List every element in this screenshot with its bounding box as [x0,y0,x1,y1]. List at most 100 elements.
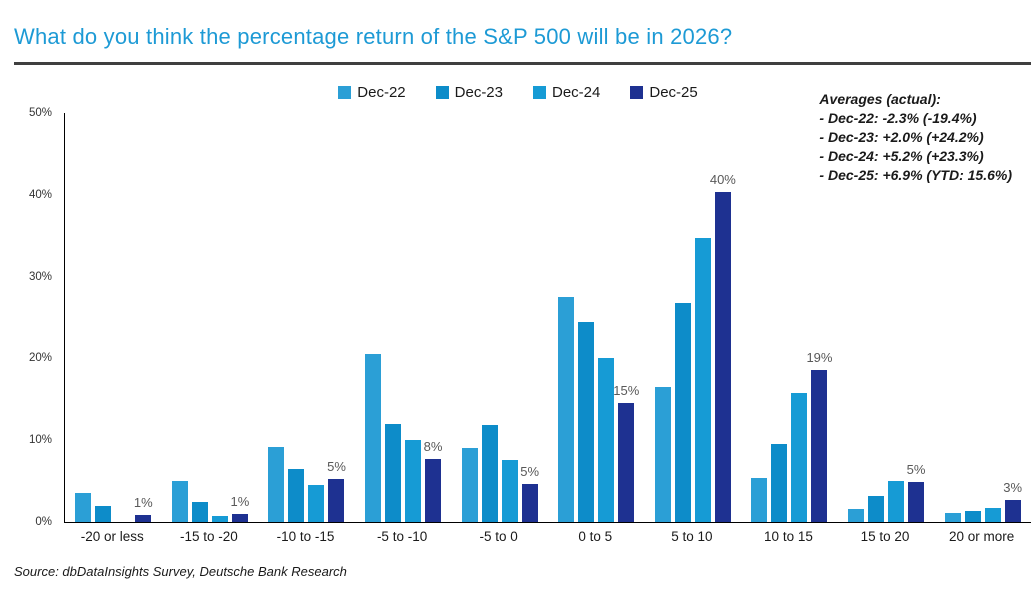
legend-item-dec-25: Dec-25 [630,84,698,101]
bar-group-5: 15% [548,113,645,522]
bar-dec-23-6 [674,302,691,522]
bar-value-label: 5% [520,464,540,480]
x-axis-label: 10 to 15 [764,529,813,544]
x-axis-label: -5 to 0 [479,529,518,544]
bar-dec-25-2: 5% [327,459,346,522]
bar-dec-25-0: 1% [134,495,153,522]
bar-dec-25-6: 40% [710,172,736,522]
bar-dec-23-3 [385,423,402,522]
y-tick-label: 40% [28,188,52,201]
bar-group-7: 19% [741,113,838,522]
bar-dec-22-7 [751,477,768,522]
x-axis-label: 5 to 10 [671,529,713,544]
bar-dec-22-9 [944,513,961,522]
bar-group-8: 5% [838,113,935,522]
averages-line: - Dec-23: +2.0% (+24.2%) [819,129,984,145]
legend-label: Dec-22 [357,84,406,101]
bar-group-9: 3% [934,113,1031,522]
bar-dec-23-5 [578,322,595,522]
bar-dec-24-1 [211,516,228,522]
bar-group-2: 5% [258,113,355,522]
bar-dec-25-9: 3% [1003,480,1022,522]
bar-dec-24-9 [984,508,1001,522]
y-tick-label: 10% [28,434,52,447]
bar-dec-25-1: 1% [230,494,249,522]
legend-item-dec-22: Dec-22 [338,84,406,101]
source-note: Source: dbDataInsights Survey, Deutsche … [14,564,347,579]
bar-value-label: 1% [133,495,153,511]
bar-dec-22-2 [268,446,285,522]
bar-value-label: 15% [613,383,640,399]
bar-dec-24-7 [791,392,808,522]
legend-swatch-icon [435,86,449,99]
title-divider [14,62,1031,65]
x-axis-label: -20 or less [80,529,144,544]
bar-dec-22-8 [848,508,865,522]
bar-value-label: 5% [906,461,926,477]
y-tick-label: 50% [28,107,52,119]
bar-dec-23-2 [288,468,305,522]
averages-line: - Dec-22: -2.3% (-19.4%) [819,110,977,126]
y-tick-label: 30% [28,270,52,283]
legend-swatch-icon [533,86,546,99]
averages-heading: Averages (actual): [819,91,941,107]
bar-value-label: 19% [806,349,833,365]
bar-dec-25-4: 5% [520,464,539,522]
averages-line: - Dec-25: +6.9% (YTD: 15.6%) [819,167,1012,183]
bar-value-label: 3% [1003,479,1023,495]
bar-dec-22-4 [461,448,478,522]
x-axis-label: 0 to 5 [578,529,613,544]
bar-group-4: 5% [451,113,548,522]
bar-dec-23-7 [771,444,788,522]
x-axis-label: -5 to -10 [376,529,428,544]
legend-label: Dec-25 [649,84,698,101]
bar-chart-plot-area: 1% 1% 5% 8% 5% 15% 40% 19% 5% 3% [64,113,1031,523]
bar-dec-24-6 [694,238,711,522]
x-axis-label: 15 to 20 [860,529,910,544]
bar-group-1: 1% [162,113,259,522]
bar-dec-25-8: 5% [907,462,925,522]
bar-value-label: 40% [709,172,736,188]
legend-label: Dec-23 [454,84,503,101]
page-title: What do you think the percentage return … [14,24,733,49]
chart-legend: Dec-22 Dec-23 Dec-24 Dec-25 [0,84,1036,101]
bar-dec-24-5 [598,358,615,522]
bar-dec-24-2 [308,485,325,522]
bar-value-label: 5% [327,458,346,474]
averages-lines: - Dec-22: -2.3% (-19.4%) - Dec-23: +2.0% … [819,109,1012,185]
legend-label: Dec-24 [552,84,601,101]
bar-dec-23-9 [964,511,981,522]
bar-dec-22-5 [558,297,575,522]
bar-dec-22-6 [654,387,671,522]
bar-dec-22-0 [75,493,92,522]
legend-item-dec-24: Dec-24 [533,84,600,101]
x-axis-labels: -20 or less -15 to -20 -10 to -15 -5 to -10… [64,529,1030,544]
bar-dec-22-1 [171,481,188,522]
bar-dec-25-3: 8% [424,439,442,522]
x-axis-label: 20 or more [949,529,1015,544]
bar-dec-22-3 [365,354,382,522]
y-tick-label: 20% [28,352,52,365]
bar-dec-23-1 [191,502,208,522]
legend-swatch-icon [338,86,352,99]
bar-dec-23-8 [868,495,885,522]
bar-dec-23-4 [481,425,498,522]
averages-line: - Dec-24: +5.2% (+23.3%) [819,148,984,164]
bar-value-label: 1% [230,493,250,509]
bar-dec-24-8 [888,481,905,522]
x-axis-label: -15 to -20 [179,529,238,544]
legend-swatch-icon [630,86,644,99]
y-axis: 0% 10% 20% 30% 40% 50% [0,107,58,528]
x-axis-label: -10 to -15 [276,529,335,544]
bar-group-3: 8% [355,113,452,522]
bar-dec-23-0 [95,505,112,522]
y-tick-label: 0% [35,516,52,528]
bar-dec-25-7: 19% [806,350,832,522]
bar-group-0: 1% [65,113,162,522]
bar-group-6: 40% [645,113,742,522]
bar-value-label: 8% [423,439,443,455]
bar-dec-24-4 [501,459,518,522]
averages-annotation: Averages (actual): - Dec-22: -2.3% (-19.… [819,90,1012,185]
bar-dec-24-3 [405,440,422,522]
legend-item-dec-23: Dec-23 [435,84,503,101]
